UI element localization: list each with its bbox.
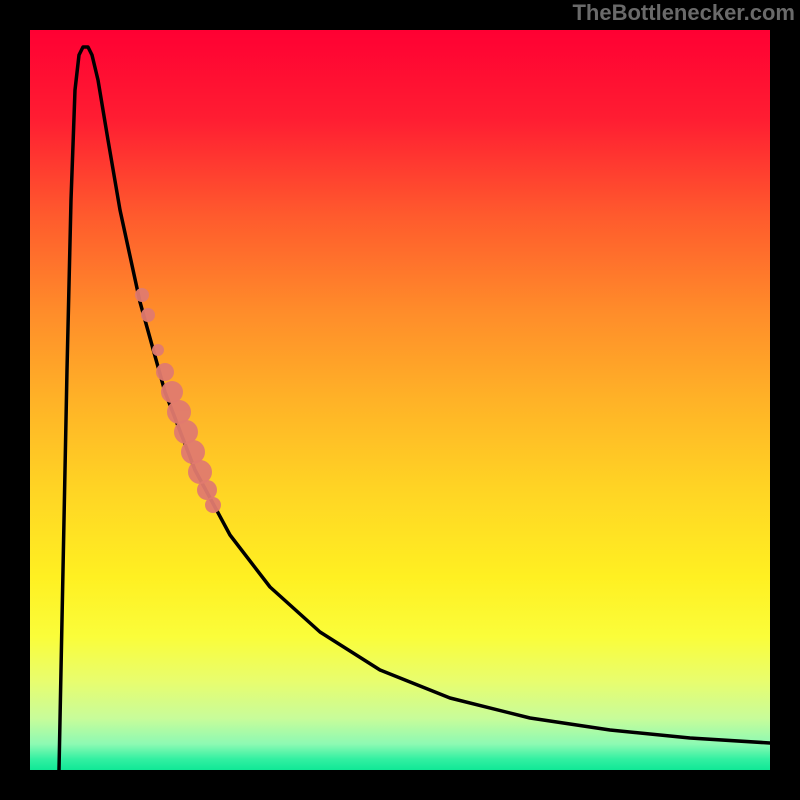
data-marker (161, 381, 183, 403)
data-marker (197, 480, 217, 500)
watermark-text: TheBottlenecker.com (572, 0, 795, 26)
data-marker (152, 344, 164, 356)
data-marker (135, 288, 149, 302)
data-marker (141, 308, 155, 322)
data-marker (156, 363, 174, 381)
chart-canvas (0, 0, 800, 800)
data-marker (205, 497, 221, 513)
gradient-background (30, 30, 770, 770)
figure-root: TheBottlenecker.com (0, 0, 800, 800)
